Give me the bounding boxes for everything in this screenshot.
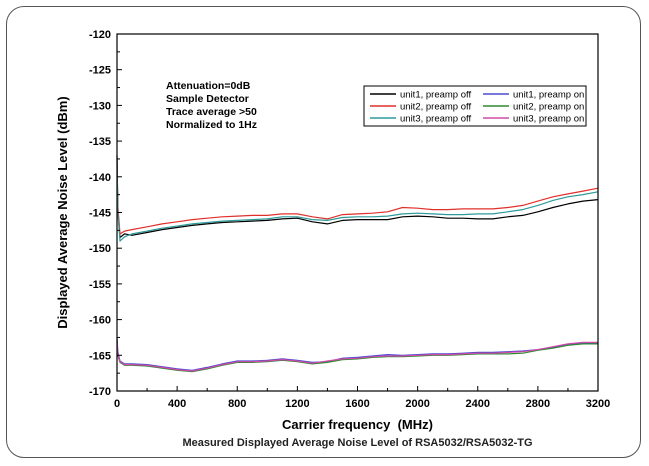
- x-tick-label: 0: [114, 398, 120, 410]
- legend-label: unit1, preamp off: [400, 90, 471, 101]
- x-tick-label: 400: [168, 398, 186, 410]
- y-tick-label: -160: [89, 315, 111, 327]
- x-tick-label: 1600: [345, 398, 369, 410]
- x-tick-label: 2800: [526, 398, 550, 410]
- y-tick-label: -165: [89, 350, 111, 362]
- y-tick-label: -125: [89, 65, 111, 77]
- x-axis-title: Carrier frequency (MHz): [282, 417, 433, 432]
- y-tick-label: -150: [89, 243, 111, 255]
- x-tick-label: 2400: [466, 398, 490, 410]
- legend-box: [363, 85, 587, 127]
- x-tick-label: 2000: [405, 398, 429, 410]
- annotation-line: Normalized to 1Hz: [166, 119, 257, 131]
- annotation-line: Trace average >50: [166, 106, 257, 118]
- y-tick-label: -145: [89, 208, 111, 220]
- figure-caption: Measured Displayed Average Noise Level o…: [182, 437, 532, 449]
- legend-label: unit3, preamp on: [513, 114, 584, 125]
- y-tick-label: -135: [89, 136, 111, 148]
- y-axis-title: Displayed Average Noise Level (dBm): [55, 96, 70, 328]
- y-tick-label: -155: [89, 279, 111, 291]
- legend-label: unit1, preamp on: [513, 90, 584, 101]
- x-tick-label: 1200: [285, 398, 309, 410]
- x-tick-label: 3200: [586, 398, 610, 410]
- annotation-line: Sample Detector: [166, 93, 249, 105]
- y-tick-label: -170: [89, 386, 111, 398]
- chart-frame: [6, 6, 641, 458]
- y-tick-label: -120: [89, 29, 111, 41]
- y-tick-label: -140: [89, 172, 111, 184]
- series-line-2: [116, 158, 599, 235]
- series-line-3: [116, 162, 599, 242]
- series-line-6: [116, 339, 598, 372]
- legend-label: unit2, preamp on: [513, 102, 584, 113]
- legend-label: unit3, preamp off: [400, 114, 471, 125]
- legend-label: unit2, preamp off: [400, 102, 471, 113]
- series-line-1: [116, 155, 599, 239]
- x-tick-label: 800: [228, 398, 246, 410]
- ticks-layer: 0 400 800 1200 1600 2000 2400 2800 3200 -120 -125 -…: [89, 29, 610, 410]
- series-line-4: [116, 337, 598, 371]
- annotation-line: Attenuation=0dB: [166, 80, 251, 92]
- series-line-5: [116, 340, 598, 373]
- plot-layer: [116, 155, 599, 373]
- y-tick-label: -130: [89, 100, 111, 112]
